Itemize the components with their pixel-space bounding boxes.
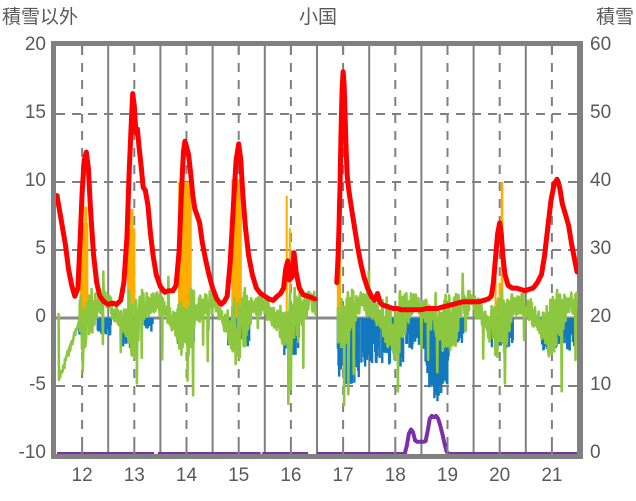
x-tick-14: 14 xyxy=(175,465,198,486)
blue-bar-i-29 xyxy=(378,318,381,359)
blue-bar-f-33 xyxy=(247,318,251,342)
x-tick-16: 16 xyxy=(280,465,302,486)
green-spike-0 xyxy=(287,311,291,406)
page-title: 小国 xyxy=(298,7,337,28)
blue-bar-j-33 xyxy=(401,318,405,363)
green-spike-4 xyxy=(396,311,400,393)
x-tick-20: 20 xyxy=(489,465,511,486)
x-tick-17: 17 xyxy=(332,465,354,486)
orange-bar-8 xyxy=(285,195,288,318)
y-tick-right-40: 40 xyxy=(590,170,612,191)
y-tick-left-15: 15 xyxy=(24,102,46,123)
blue-bar-h-33 xyxy=(357,318,360,378)
y-tick-left-20: 20 xyxy=(24,34,46,55)
blue-bar-h-13 xyxy=(344,318,348,385)
red-line-seg-2 xyxy=(334,69,578,313)
y-tick-right-10: 10 xyxy=(590,374,612,395)
blue-bar-n-27 xyxy=(507,318,511,347)
orange-bar-1 xyxy=(84,206,88,318)
green-spike-1 xyxy=(289,311,293,391)
green-spike-3 xyxy=(346,311,351,396)
y-tick-left-0: 0 xyxy=(35,306,46,327)
blue-bar-b-20 xyxy=(108,318,112,335)
blue-bar-h-2 xyxy=(337,318,341,377)
y-tick-right-0: 0 xyxy=(590,442,601,463)
chart-canvas xyxy=(56,46,578,454)
orange-bar-6 xyxy=(231,179,242,318)
x-tick-18: 18 xyxy=(384,465,406,486)
blue-bar-g-20 xyxy=(294,318,297,355)
blue-bar-f-31 xyxy=(246,318,250,347)
right-axis-title: 積雪 xyxy=(595,7,634,28)
green-spike-2 xyxy=(342,311,347,407)
y-tick-right-20: 20 xyxy=(590,306,612,327)
y-tick-right-30: 30 xyxy=(590,238,612,259)
blue-bar-b-13 xyxy=(104,318,108,335)
y-tick-left-5: 5 xyxy=(35,238,46,259)
y-tick-right-60: 60 xyxy=(590,34,612,55)
orange-bar-7 xyxy=(231,220,236,318)
red-line-seg-1 xyxy=(56,91,318,307)
blue-bar-k-29 xyxy=(422,318,426,346)
y-tick-left-neg10: -10 xyxy=(18,442,46,463)
blue-bar-i-17 xyxy=(370,318,374,363)
green-spike-5 xyxy=(135,311,139,385)
orange-bar-0 xyxy=(80,222,89,318)
green-spike-6 xyxy=(186,311,190,382)
y-tick-left-10: 10 xyxy=(24,170,46,191)
blue-bar-m-21 xyxy=(461,318,465,334)
x-tick-12: 12 xyxy=(71,465,93,486)
x-tick-21: 21 xyxy=(541,465,563,486)
plot-inner xyxy=(56,46,578,454)
blue-bar-i-25 xyxy=(375,318,379,356)
purple-bump xyxy=(402,413,451,454)
x-tick-13: 13 xyxy=(123,465,145,486)
blue-bar-b-2 xyxy=(97,318,101,332)
blue-bar-b-21 xyxy=(109,318,113,326)
blue-bar-m-17 xyxy=(459,318,462,338)
blue-bar-o-45 xyxy=(568,318,571,351)
orange-bar-3 xyxy=(130,209,134,318)
blue-bar-n-33 xyxy=(511,318,514,341)
orange-bar-5 xyxy=(178,230,183,318)
y-tick-left-neg5: -5 xyxy=(29,374,46,395)
blue-bar-d-13 xyxy=(151,318,154,324)
y-tick-right-50: 50 xyxy=(590,102,612,123)
blue-bar-d-11 xyxy=(150,318,153,332)
left-axis-title: 積雪以外 xyxy=(2,7,79,28)
plot-area xyxy=(51,41,583,459)
x-tick-19: 19 xyxy=(436,465,459,486)
blue-bar-h-20 xyxy=(349,318,352,384)
x-tick-15: 15 xyxy=(228,465,250,486)
